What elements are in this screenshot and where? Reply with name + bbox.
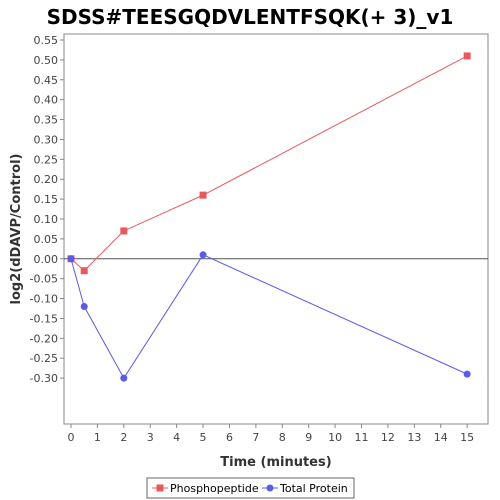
x-tick-label: 13 — [407, 431, 421, 444]
y-axis-label: log2(dDAVP/Control) — [9, 154, 24, 305]
x-tick-label: 1 — [94, 431, 101, 444]
data-point — [80, 267, 88, 275]
legend-marker — [266, 484, 274, 492]
y-tick-label: 0.00 — [34, 253, 59, 266]
data-point — [199, 251, 207, 259]
y-tick-label: 0.40 — [34, 94, 59, 107]
x-tick-label: 3 — [147, 431, 154, 444]
data-point — [120, 227, 128, 235]
series-layer — [67, 52, 471, 382]
y-tick-label: -0.25 — [30, 352, 58, 365]
x-tick-label: 9 — [305, 431, 312, 444]
series-total-protein — [67, 251, 471, 382]
x-tick-label: 10 — [328, 431, 342, 444]
legend-marker — [156, 484, 164, 492]
chart-title: SDSS#TEESGQDVLENTFSQK(+ 3)_v1 — [47, 5, 454, 29]
x-tick-label: 8 — [279, 431, 286, 444]
y-tick-label: -0.30 — [30, 372, 58, 385]
x-tick-label: 0 — [68, 431, 75, 444]
x-tick-label: 7 — [252, 431, 259, 444]
y-tick-label: 0.55 — [34, 34, 59, 47]
data-point — [199, 191, 207, 199]
x-tick-label: 11 — [355, 431, 369, 444]
legend-label: Phosphopeptide — [170, 482, 259, 495]
y-tick-label: 0.50 — [34, 54, 59, 67]
data-point — [80, 303, 88, 311]
legend-box — [146, 477, 355, 499]
x-axis-label: Time (minutes) — [220, 455, 331, 470]
y-axis: -0.30 -0.25 -0.20 -0.15 -0.10 -0.05 0.00 0.05 0.… — [30, 34, 64, 385]
legend: Phosphopeptide Total Protein — [146, 477, 355, 499]
x-tick-label: 5 — [200, 431, 207, 444]
y-tick-label: 0.10 — [34, 213, 59, 226]
y-tick-label: 0.30 — [34, 133, 59, 146]
y-tick-label: 0.20 — [34, 173, 59, 186]
x-tick-label: 2 — [120, 431, 127, 444]
x-tick-label: 4 — [173, 431, 180, 444]
y-tick-label: -0.20 — [30, 332, 58, 345]
x-tick-label: 15 — [460, 431, 474, 444]
x-tick-label: 12 — [381, 431, 395, 444]
data-point — [463, 370, 471, 378]
y-tick-label: 0.05 — [34, 233, 59, 246]
y-tick-label: -0.10 — [30, 293, 58, 306]
data-point — [463, 52, 471, 60]
y-tick-label: -0.05 — [30, 273, 58, 286]
data-point — [67, 255, 75, 263]
y-tick-label: -0.15 — [30, 312, 58, 325]
x-axis: 0 1 2 3 4 5 6 7 8 9 10 11 12 13 14 15 — [68, 424, 474, 444]
y-tick-label: 0.15 — [34, 193, 59, 206]
y-tick-label: 0.25 — [34, 153, 59, 166]
x-tick-label: 14 — [434, 431, 448, 444]
y-tick-label: 0.35 — [34, 114, 59, 127]
x-tick-label: 6 — [226, 431, 233, 444]
plot-area — [63, 33, 489, 425]
data-point — [120, 374, 128, 382]
y-tick-label: 0.45 — [34, 74, 59, 87]
legend-label: Total Protein — [279, 482, 348, 495]
